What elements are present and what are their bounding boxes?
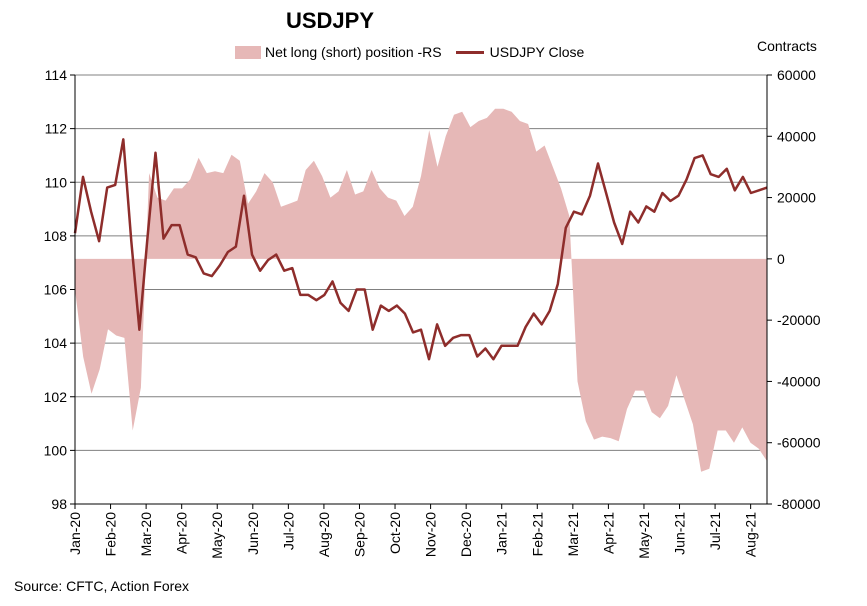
- left-tick-label: 104: [44, 335, 68, 351]
- x-tick-label: Jan-20: [67, 512, 83, 555]
- right-tick-label: 20000: [777, 190, 816, 206]
- x-tick-label: Feb-20: [103, 512, 119, 557]
- x-tick-label: Mar-20: [138, 512, 154, 557]
- x-tick-label: Jan-21: [494, 512, 510, 555]
- right-tick-label: -60000: [777, 435, 821, 451]
- x-tick-label: Sep-20: [351, 512, 367, 557]
- right-axis-unit-label: Contracts: [757, 38, 817, 54]
- legend-area-swatch: [235, 45, 261, 59]
- x-tick-label: Feb-21: [529, 512, 545, 557]
- right-tick-label: 40000: [777, 128, 816, 144]
- x-tick-label: Jun-21: [672, 512, 688, 555]
- x-tick-label: May-21: [636, 512, 652, 559]
- left-tick-label: 108: [44, 228, 68, 244]
- left-tick-label: 100: [44, 442, 68, 458]
- x-tick-label: May-20: [209, 512, 225, 559]
- right-tick-label: -80000: [777, 496, 821, 512]
- right-tick-label: -40000: [777, 373, 821, 389]
- chart-title: USDJPY: [285, 8, 375, 33]
- right-tick-label: -20000: [777, 312, 821, 328]
- source-note: Source: CFTC, Action Forex: [14, 578, 190, 594]
- line-series-usdjpy-close: [73, 138, 768, 361]
- left-tick-label: 110: [45, 174, 68, 190]
- x-tick-label: Apr-21: [600, 512, 616, 554]
- x-tick-label: Apr-20: [174, 512, 190, 554]
- left-tick-label: 106: [44, 282, 68, 298]
- left-tick-label: 98: [51, 496, 67, 512]
- x-tick-label: Jul-20: [280, 512, 296, 550]
- right-tick-label: 0: [777, 251, 785, 267]
- x-tick-label: Aug-21: [743, 512, 759, 557]
- legend-line-swatch: [455, 50, 484, 54]
- area-series-net-position: [75, 108, 767, 472]
- legend-line-label: USDJPY Close: [489, 44, 585, 60]
- left-tick-label: 114: [45, 67, 68, 83]
- left-tick-label: 102: [44, 389, 68, 405]
- x-tick-label: Nov-20: [423, 512, 439, 557]
- x-tick-label: Dec-20: [458, 512, 474, 557]
- x-tick-label: Mar-21: [565, 512, 581, 557]
- legend-area-label: Net long (short) position -RS: [265, 44, 442, 60]
- legend: Net long (short) position -RS USDJPY Clo…: [235, 44, 584, 60]
- x-tick-label: Jun-20: [245, 512, 261, 555]
- x-tick-label: Aug-20: [316, 512, 332, 557]
- right-tick-label: 60000: [777, 67, 816, 83]
- x-tick-label: Oct-20: [387, 512, 403, 554]
- x-tick-label: Jul-21: [707, 512, 723, 550]
- left-tick-label: 112: [45, 121, 68, 137]
